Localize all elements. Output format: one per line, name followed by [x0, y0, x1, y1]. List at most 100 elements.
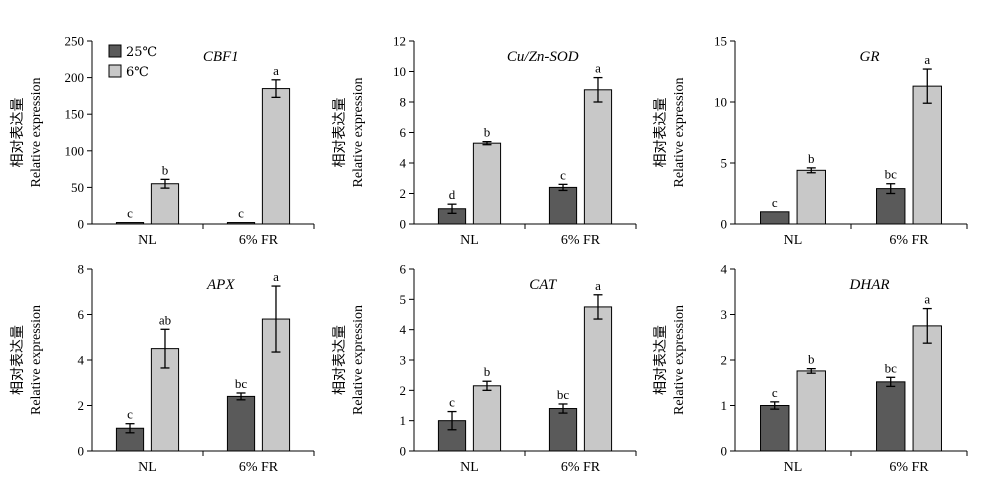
legend-swatch [108, 64, 122, 78]
x-tick-label: NL [784, 460, 803, 475]
y-tick-label: 6 [400, 262, 407, 277]
significance-letter: b [484, 364, 491, 379]
chart-title: CAT [529, 277, 558, 293]
y-tick-label: 5 [400, 292, 407, 307]
legend-label: 6℃ [126, 65, 149, 80]
bar-25c [226, 395, 256, 452]
y-tick-label: 4 [400, 156, 407, 171]
significance-letter: bc [235, 376, 248, 391]
significance-letter: b [484, 125, 491, 140]
x-tick-label: 6% FR [889, 460, 929, 475]
significance-letter: c [772, 195, 778, 210]
y-axis-label-en: Relative expression [29, 77, 44, 187]
significance-letter: c [238, 206, 244, 221]
y-tick-label: 12 [393, 34, 406, 49]
significance-letter: a [924, 52, 930, 67]
chart-title: Cu/Zn-SOD [507, 49, 579, 65]
chart-title: DHAR [849, 277, 890, 293]
y-axis-label-en: Relative expression [672, 305, 687, 415]
y-tick-label: 0 [78, 217, 85, 232]
chart-title: APX [206, 277, 235, 293]
significance-letter: bc [885, 167, 898, 182]
significance-letter: a [273, 63, 279, 78]
significance-letter: ab [159, 312, 171, 327]
y-axis-label-en: Relative expression [29, 305, 44, 415]
y-axis-label-en: Relative expression [351, 305, 366, 415]
chart-panel-3: 0 5 10 15 相对表达量 Relative expression GR NL c b 6% F… [653, 34, 968, 248]
y-tick-label: 0 [78, 444, 85, 459]
bar-6c [796, 370, 826, 452]
significance-letter: c [127, 206, 133, 221]
y-tick-label: 50 [71, 180, 84, 195]
y-tick-label: 250 [65, 34, 85, 49]
significance-letter: c [560, 167, 566, 182]
bar-25c [760, 405, 790, 452]
y-axis-label-cn: 相对表达量 [332, 98, 348, 168]
significance-letter: b [808, 352, 815, 367]
significance-letter: bc [557, 387, 570, 402]
y-tick-label: 2 [721, 353, 728, 368]
bar-6c [472, 385, 502, 452]
chart-title: GR [860, 49, 880, 65]
x-tick-label: NL [784, 233, 803, 248]
significance-letter: a [595, 278, 601, 293]
y-tick-label: 1 [721, 398, 728, 413]
y-axis-label-cn: 相对表达量 [653, 325, 669, 395]
bar-25c [876, 188, 906, 225]
bar-25c [226, 222, 256, 225]
bar-6c [583, 89, 613, 225]
legend-swatch [108, 44, 122, 58]
significance-letter: a [924, 292, 930, 307]
significance-letter: a [595, 61, 601, 76]
chart-title: CBF1 [203, 49, 239, 65]
bar-6c [912, 85, 942, 225]
legend-label: 25℃ [126, 45, 157, 60]
y-tick-label: 5 [721, 156, 728, 171]
bar-25c [115, 222, 145, 225]
bar-25c [876, 381, 906, 452]
chart-panel-2: 0 2 4 6 8 10 12 相对表达量 Relative expression Cu/Zn-S… [332, 34, 637, 248]
y-axis-label-cn: 相对表达量 [10, 325, 26, 395]
x-tick-label: NL [138, 233, 157, 248]
y-axis-label-en: Relative expression [672, 77, 687, 187]
y-tick-label: 10 [393, 64, 406, 79]
y-tick-label: 8 [400, 95, 407, 110]
y-tick-label: 200 [65, 70, 85, 85]
bar-6c [472, 142, 502, 225]
chart-panel-6: 0 1 2 3 4 相对表达量 Relative expression DHAR NL c b 6% … [653, 262, 968, 475]
y-tick-label: 15 [714, 34, 727, 49]
y-tick-label: 0 [400, 444, 407, 459]
x-tick-label: 6% FR [561, 460, 601, 475]
y-tick-label: 8 [78, 262, 85, 277]
bar-6c [150, 183, 180, 225]
x-tick-label: 6% FR [561, 233, 601, 248]
chart-panel-4: 0 2 4 6 8 相对表达量 Relative expression APX NL c ab 6% … [10, 262, 315, 475]
y-tick-label: 6 [78, 307, 85, 322]
bar-6c [912, 325, 942, 452]
significance-letter: d [449, 187, 456, 202]
significance-letter: bc [885, 360, 898, 375]
significance-letter: a [273, 269, 279, 284]
x-tick-label: NL [460, 233, 479, 248]
y-tick-label: 100 [65, 143, 85, 158]
chart-panel-5: 0 1 2 3 4 5 6 相对表达量 Relative expression CAT NL c b 6%… [332, 262, 637, 475]
y-tick-label: 150 [65, 107, 85, 122]
chart-panel-1: 0 50 100 150 200 250 相对表达量 Relative expression C… [10, 34, 315, 248]
y-tick-label: 0 [400, 217, 407, 232]
bar-6c [261, 88, 291, 225]
x-tick-label: 6% FR [889, 233, 929, 248]
y-tick-label: 3 [400, 353, 407, 368]
y-tick-label: 3 [721, 307, 728, 322]
bar-25c [548, 408, 578, 452]
y-tick-label: 0 [721, 444, 728, 459]
bar-25c [548, 186, 578, 225]
x-tick-label: NL [138, 460, 157, 475]
y-tick-label: 2 [78, 398, 85, 413]
y-tick-label: 0 [721, 217, 728, 232]
x-tick-label: NL [460, 460, 479, 475]
y-axis-label-cn: 相对表达量 [653, 98, 669, 168]
y-tick-label: 4 [400, 322, 407, 337]
y-tick-label: 1 [400, 413, 407, 428]
y-axis-label-en: Relative expression [351, 77, 366, 187]
